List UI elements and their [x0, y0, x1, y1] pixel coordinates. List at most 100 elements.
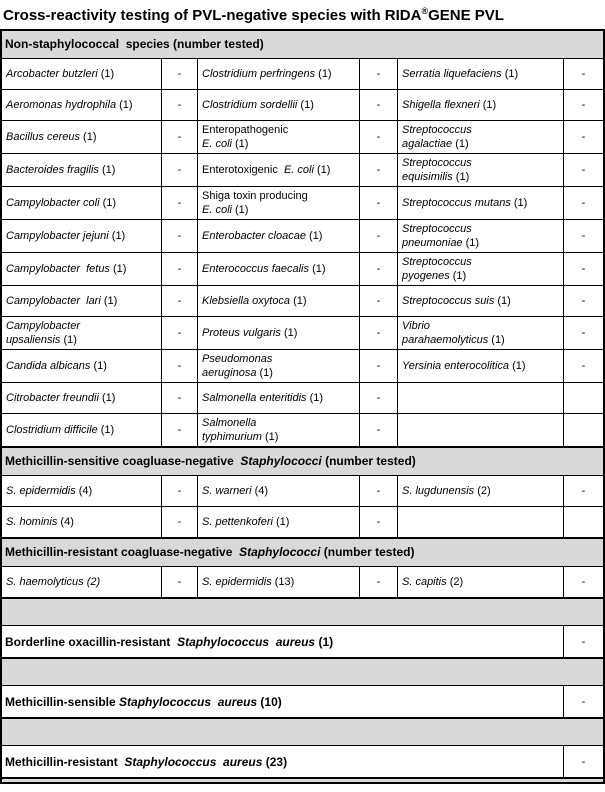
result-cell: -: [162, 187, 198, 219]
result-cell: -: [162, 121, 198, 153]
text-segment: (1): [83, 131, 97, 143]
species-name-italic: Campylobacter upsaliensis: [6, 320, 80, 346]
table-row: Candida albicans (1) - Pseudomonas aerugin…: [2, 350, 603, 383]
text-segment: (13): [274, 576, 295, 588]
text-segment: Methicillin-sensible: [5, 694, 120, 709]
species-name-italic: S. hominis: [6, 516, 61, 528]
text-segment: (1): [465, 237, 480, 249]
species-cell: Enterobacter cloacae (1): [198, 220, 360, 252]
species-name-italic: S. haemolyticus (2): [6, 576, 101, 588]
species-name-italic: Salmonella enteritidis: [202, 392, 310, 404]
species-cell: Enterococcus faecalis (1): [198, 253, 360, 285]
species-text: Clostridium perfringens (1): [202, 67, 332, 81]
text-segment: (1): [283, 327, 298, 339]
species-cell: Proteus vulgaris (1): [198, 317, 360, 349]
species-name-italic: Proteus vulgaris: [202, 327, 284, 339]
text-segment: Enterotoxigenic: [202, 164, 284, 176]
species-text: Streptococcus pneumoniae (1): [402, 222, 479, 250]
summary-label-cell: Borderline oxacillin-resistant Staphyloc…: [2, 626, 564, 657]
text-segment: (10): [257, 694, 282, 709]
table-row: Campylobacter coli (1) - Shiga toxin produ…: [2, 187, 603, 220]
table-row: Campylobacter jejuni (1) - Enterobacter cl…: [2, 220, 603, 253]
table-row: S. hominis (4) - S. pettenkoferi (1) -: [2, 507, 603, 538]
species-cell: Campylobacter upsaliensis (1): [2, 317, 162, 349]
text-segment: (1): [312, 263, 326, 275]
text-segment: Shiga toxin producing: [202, 190, 308, 202]
species-text: Candida albicans (1): [6, 359, 107, 373]
species-cell: Shigella flexneri (1): [398, 90, 564, 120]
title-text-pre: Cross-reactivity testing of PVL-negative…: [3, 7, 422, 24]
species-cell: Streptococcus agalactiae (1): [398, 121, 564, 153]
species-text: Clostridium sordellii (1): [202, 98, 314, 112]
species-text: Streptococcus agalactiae (1): [402, 123, 472, 151]
species-text: Enterobacter cloacae (1): [202, 229, 322, 243]
species-cell: Streptococcus mutans (1): [398, 187, 564, 219]
species-name-italic: S. epidermidis: [202, 576, 275, 588]
text-segment: (1): [103, 295, 118, 307]
result-cell: -: [360, 187, 398, 219]
text-segment: (1): [102, 197, 117, 209]
result-cell: -: [581, 755, 586, 768]
species-name-italic: E. coli: [283, 164, 317, 176]
species-cell: Campylobacter lari (1): [2, 286, 162, 316]
species-cell: Vibrio parahaemolyticus (1): [398, 317, 564, 349]
species-name-italic: Salmonella typhimurium: [202, 417, 262, 443]
species-name-italic: Citrobacter freundii: [6, 392, 102, 404]
species-text: Enterococcus faecalis (1): [202, 262, 326, 276]
text-segment: (number tested): [320, 545, 415, 559]
result-cell: -: [360, 350, 398, 382]
species-name-italic: Aeromonas hydrophila: [6, 99, 120, 111]
result-cell: -: [581, 295, 586, 307]
result-cell: -: [360, 414, 398, 446]
species-cell: S. pettenkoferi (1): [198, 507, 360, 537]
species-cell: Enteropathogenic E. coli (1): [198, 121, 360, 153]
result-cell: -: [162, 350, 198, 382]
species-cell: Citrobacter freundii (1): [2, 383, 162, 413]
species-name-italic: Arcobacter butzleri: [6, 68, 101, 80]
result-cell: -: [581, 164, 586, 176]
species-text: Campylobacter lari (1): [6, 294, 117, 308]
spacer-row: [2, 658, 603, 686]
species-text: Serratia liquefaciens (1): [402, 67, 518, 81]
species-text: Streptococcus mutans (1): [402, 196, 527, 210]
species-cell: Aeromonas hydrophila (1): [2, 90, 162, 120]
result-cell: -: [581, 99, 586, 111]
text-segment: (1): [318, 68, 332, 80]
species-text: S. hominis (4): [6, 515, 74, 529]
species-text: Salmonella typhimurium (1): [202, 416, 278, 444]
species-cell: S. epidermidis (4): [2, 476, 162, 506]
text-segment: (1): [102, 164, 116, 176]
result-cell: -: [162, 154, 198, 186]
result-cell: -: [162, 220, 198, 252]
species-text: Aeromonas hydrophila (1): [6, 98, 133, 112]
text-segment: (2): [449, 576, 464, 588]
species-text: S. pettenkoferi (1): [202, 515, 289, 529]
species-cell: [398, 414, 564, 446]
species-name-italic: Bacteroides fragilis: [6, 164, 102, 176]
species-text: Campylobacter upsaliensis (1): [6, 319, 80, 347]
result-cell: -: [162, 414, 198, 446]
text-segment: (1): [315, 634, 334, 649]
result-cell: -: [581, 695, 586, 708]
result-cell: -: [581, 263, 586, 275]
species-name-italic: Bacillus cereus: [6, 131, 84, 143]
text-segment: Non-staphylococcal species (number teste…: [5, 37, 264, 51]
text-segment: (1): [482, 99, 497, 111]
result-cell: -: [581, 197, 586, 209]
species-name-italic: S. epidermidis: [6, 485, 79, 497]
section-header: Methicillin-sensitive coagluase-negative…: [2, 447, 603, 476]
result-cell: -: [581, 68, 586, 80]
species-text: Campylobacter fetus (1): [6, 262, 126, 276]
summary-label-cell: Methicillin-sensible Staphylococcus aure…: [2, 686, 564, 717]
result-cell: -: [360, 383, 398, 413]
result-cell: -: [581, 360, 586, 372]
result-cell: -: [360, 476, 398, 506]
result-cell: -: [162, 90, 198, 120]
result-cell: -: [360, 317, 398, 349]
species-cell: [398, 507, 564, 537]
result-cell: -: [162, 59, 198, 89]
species-cell: S. warneri (4): [198, 476, 360, 506]
page-title: Cross-reactivity testing of PVL-negative…: [0, 0, 605, 29]
species-cell: Pseudomonas aeruginosa (1): [198, 350, 360, 382]
